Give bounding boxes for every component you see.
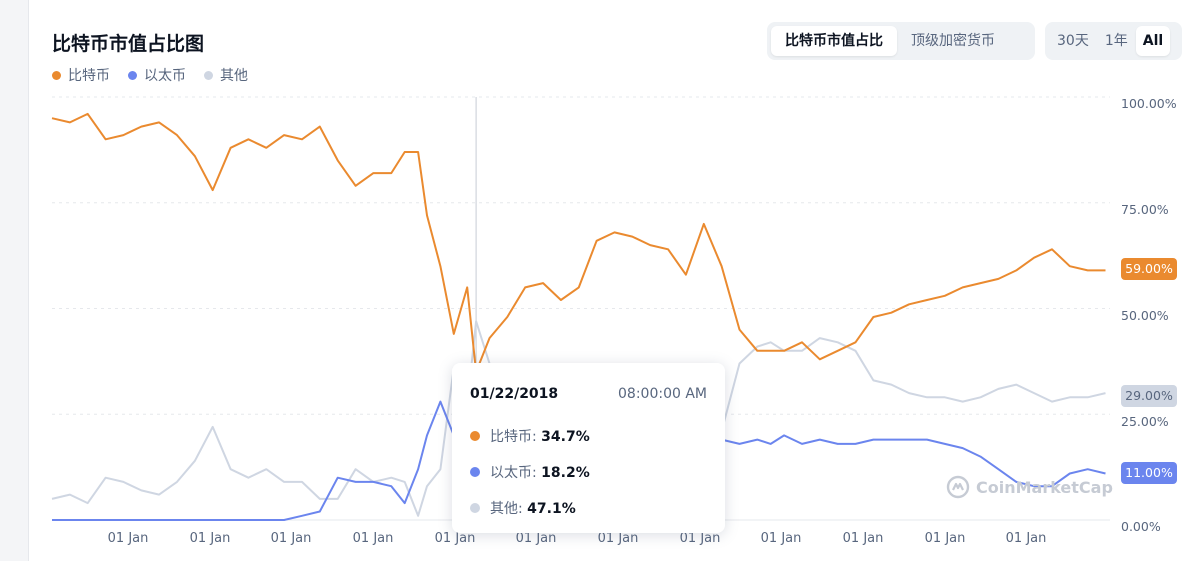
tooltip-row-btc: 比特币: 34.7% (470, 426, 590, 446)
legend-item-eth[interactable]: 以太币 (128, 65, 186, 85)
legend-label-other: 其他 (220, 68, 248, 84)
x-tick-label: 01 Jan (1005, 531, 1047, 546)
watermark-text: CoinMarketCap (976, 477, 1113, 497)
other-value-badge: 29.00% (1121, 385, 1177, 407)
tooltip-time: 08:00:00 AM (618, 386, 707, 402)
x-tick-label: 01 Jan (434, 531, 476, 546)
y-tick-label: 0.00% (1121, 519, 1161, 534)
tooltip-dot-eth (470, 467, 480, 477)
page-title: 比特币市值占比图 (52, 33, 205, 55)
range-all-button[interactable]: All (1135, 26, 1171, 56)
series-line-btc (51, 112, 1106, 373)
tooltip-dot-btc (470, 431, 480, 441)
legend-item-btc[interactable]: 比特币 (52, 65, 110, 85)
y-tick-label: 75.00% (1121, 202, 1169, 217)
x-tick-label: 01 Jan (352, 531, 394, 546)
x-tick-label: 01 Jan (107, 531, 149, 546)
tooltip-value-eth: 18.2% (541, 465, 590, 481)
x-tick-label: 01 Jan (842, 531, 884, 546)
eth-value-badge: 11.00% (1121, 462, 1177, 484)
legend-dot-eth (128, 70, 137, 80)
tooltip-label-other: 其他: (490, 501, 523, 517)
tooltip-header: 01/22/2018 08:00:00 AM (470, 386, 707, 402)
legend-dot-other (204, 70, 213, 80)
tooltip-value-btc: 34.7% (541, 429, 590, 445)
tooltip-label-btc: 比特币: (490, 429, 537, 445)
x-tick-label: 01 Jan (597, 531, 639, 546)
tooltip-row-eth: 以太币: 18.2% (470, 462, 590, 482)
legend-label-eth: 以太币 (144, 68, 186, 84)
range-toggle: 30天 1年 All (1045, 22, 1182, 60)
y-tick-label: 50.00% (1121, 308, 1169, 323)
x-tick-label: 01 Jan (270, 531, 312, 546)
x-tick-label: 01 Jan (924, 531, 966, 546)
btc-value-badge: 59.00% (1121, 258, 1177, 280)
chart-legend: 比特币 以太币 其他 (52, 65, 248, 85)
y-tick-label: 25.00% (1121, 414, 1169, 429)
range-1y-button[interactable]: 1年 (1104, 33, 1128, 49)
x-tick-label: 01 Jan (679, 531, 721, 546)
x-tick-label: 01 Jan (760, 531, 802, 546)
x-tick-label: 01 Jan (515, 531, 557, 546)
legend-label-btc: 比特币 (68, 68, 110, 84)
range-30d-button[interactable]: 30天 (1057, 33, 1089, 49)
legend-dot-btc (52, 70, 61, 80)
tooltip-dot-other (470, 503, 480, 513)
tooltip-date: 01/22/2018 (470, 386, 559, 402)
tab-btc-dominance[interactable]: 比特币市值占比 (771, 26, 897, 56)
x-tick-label: 01 Jan (189, 531, 231, 546)
coinmarketcap-logo-icon (946, 475, 970, 499)
watermark: CoinMarketCap (946, 475, 1113, 499)
y-tick-label: 100.00% (1121, 96, 1177, 111)
tab-top-crypto[interactable]: 顶级加密货币 (911, 33, 995, 49)
tooltip-value-other: 47.1% (527, 501, 576, 517)
chart-type-toggle: 比特币市值占比 顶级加密货币 (767, 22, 1035, 60)
legend-item-other[interactable]: 其他 (204, 65, 248, 85)
data-tooltip: 01/22/2018 08:00:00 AM 比特币: 34.7% 以太币: 1… (452, 363, 725, 533)
tooltip-row-other: 其他: 47.1% (470, 498, 576, 518)
tooltip-label-eth: 以太币: (490, 465, 537, 481)
